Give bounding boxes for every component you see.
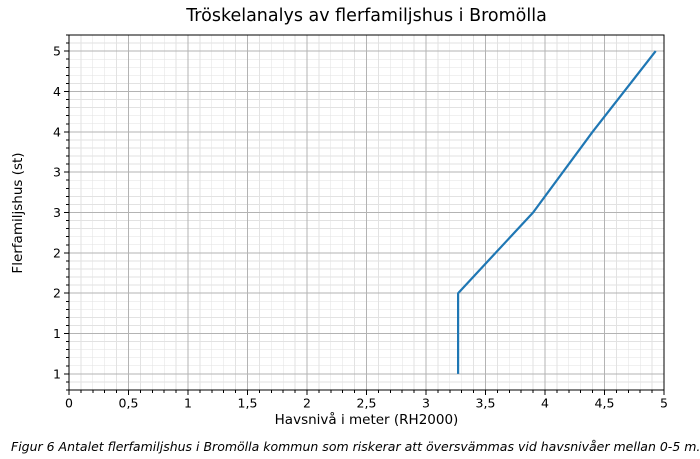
y-tick-label: 1 xyxy=(53,326,61,341)
y-tick-label: 4 xyxy=(53,124,61,139)
y-tick-label: 1 xyxy=(53,366,61,381)
x-tick-labels: 0 0,5 1 1,5 2 2,5 3 3,5 4 4,5 5 xyxy=(65,396,668,411)
data-line xyxy=(457,50,657,374)
x-tick-label: 3 xyxy=(422,396,430,411)
y-tick-label: 3 xyxy=(53,205,61,220)
x-tick-label: 1,5 xyxy=(238,396,258,411)
x-tick-label: 0 xyxy=(65,396,73,411)
y-axis-label: Flerfamiljshus (st) xyxy=(10,152,26,274)
x-tick-label: 3,5 xyxy=(476,396,496,411)
y-tick-labels: 1 1 2 2 3 3 4 4 5 xyxy=(53,44,61,382)
chart-title: Tröskelanalys av flerfamiljshus i Bromöl… xyxy=(186,6,547,26)
x-tick-label: 4,5 xyxy=(595,396,615,411)
x-tick-label: 2 xyxy=(303,396,311,411)
axis-ticks xyxy=(64,34,665,395)
y-tick-label: 2 xyxy=(53,245,61,260)
y-tick-label: 2 xyxy=(53,286,61,301)
series-flerfamiljshus xyxy=(457,50,657,374)
y-tick-label: 3 xyxy=(53,165,61,180)
x-tick-label: 5 xyxy=(660,396,668,411)
y-tick-label: 4 xyxy=(53,84,61,99)
x-tick-label: 1 xyxy=(184,396,192,411)
x-tick-label: 4 xyxy=(541,396,549,411)
grid-major xyxy=(68,35,665,390)
figure-caption: Figur 6 Antalet flerfamiljshus i Bromöll… xyxy=(11,439,700,454)
x-tick-label: 0,5 xyxy=(119,396,139,411)
x-axis-label: Havsnivå i meter (RH2000) xyxy=(274,412,459,428)
x-tick-label: 2,5 xyxy=(357,396,377,411)
y-tick-label: 5 xyxy=(53,44,61,59)
